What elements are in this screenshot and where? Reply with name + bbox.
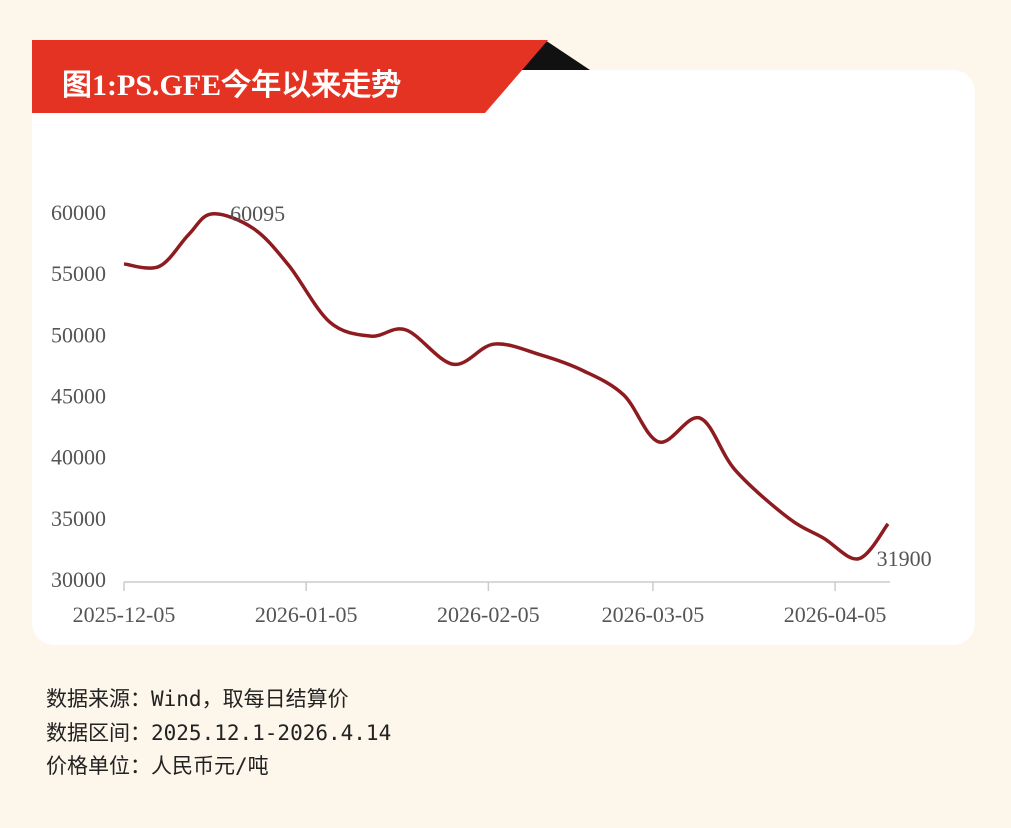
x-tick-label: 2025-12-05 xyxy=(73,602,176,627)
banner xyxy=(32,40,548,113)
chart-title: 图1:PS.GFE今年以来走势 xyxy=(62,68,401,102)
x-tick-label: 2026-01-05 xyxy=(255,602,358,627)
data-label: 31900 xyxy=(877,546,932,571)
note: 价格单位：人民币元/吨 xyxy=(46,754,269,778)
y-tick-label: 40000 xyxy=(51,445,106,470)
data-label: 60095 xyxy=(230,201,285,226)
x-tick-label: 2026-04-05 xyxy=(784,602,887,627)
card xyxy=(32,70,975,645)
y-tick-label: 30000 xyxy=(51,567,106,592)
y-tick-label: 35000 xyxy=(51,506,106,531)
y-tick-label: 45000 xyxy=(51,384,106,409)
plot: 30000 35000 40000 45000 50000 55000 60000 2025-… xyxy=(51,200,932,627)
note: 数据来源：Wind，取每日结算价 xyxy=(46,687,349,711)
y-tick-label: 50000 xyxy=(51,322,106,347)
price-line xyxy=(123,212,890,561)
x-tick-label: 2026-03-05 xyxy=(602,602,705,627)
note: 数据区间：2025.12.1-2026.4.14 xyxy=(46,721,391,745)
y-tick-label: 60000 xyxy=(51,200,106,225)
y-tick-label: 55000 xyxy=(51,261,106,286)
x-tick-label: 2026-02-05 xyxy=(437,602,540,627)
